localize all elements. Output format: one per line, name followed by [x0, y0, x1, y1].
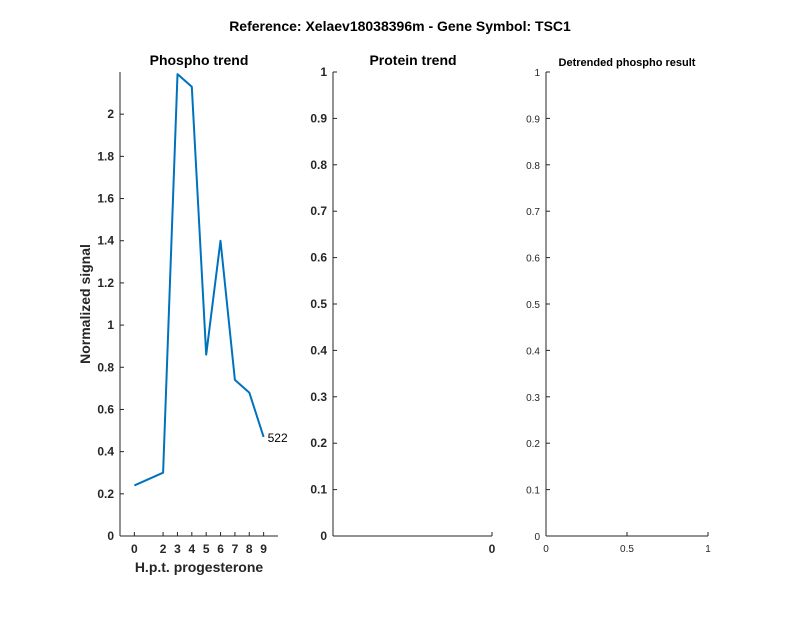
protein-y-ticks: 0 0.1 0.2 0.3 0.4 0.5 0.6 0.7 0.8 0.9 1: [310, 65, 337, 543]
x-tick-label: 4: [188, 542, 195, 556]
y-tick-label: 0.2: [97, 487, 114, 501]
phospho-series-points: [134, 74, 264, 486]
phospho-y-ticks: 0 0.2 0.4 0.6 0.8 1 1.2 1.4 1.6 1.8 2: [97, 107, 124, 543]
y-tick-label: 0.9: [526, 114, 540, 125]
y-tick-label: 0.4: [310, 343, 327, 357]
y-tick-label: 0: [107, 529, 114, 543]
x-tick-label: 0.5: [620, 544, 634, 555]
y-tick-label: 0.8: [97, 360, 114, 374]
phospho-trend-title: Phospho trend: [150, 52, 249, 68]
y-tick-label: 1: [320, 65, 327, 79]
y-tick-label: 0.9: [310, 111, 327, 125]
phospho-trend-panel: Phospho trend 0 0.2 0.4 0.6 0.8 1 1.2 1.4 1.6 1.8…: [77, 52, 288, 575]
x-tick-label: 6: [217, 542, 224, 556]
y-tick-label: 0: [320, 529, 327, 543]
phospho-end-label: 522: [268, 431, 288, 445]
y-tick-label: 0.6: [310, 251, 327, 265]
y-tick-label: 0.5: [526, 300, 540, 311]
y-tick-label: 2: [107, 107, 114, 121]
y-tick-label: 0.2: [310, 436, 327, 450]
figure-suptitle: Reference: Xelaev18038396m - Gene Symbol…: [229, 18, 571, 34]
x-tick-label: 0: [131, 542, 138, 556]
x-tick-label: 9: [260, 542, 267, 556]
x-tick-label: 0: [543, 544, 549, 555]
y-tick-label: 0.5: [310, 297, 327, 311]
y-tick-label: 0.8: [310, 158, 327, 172]
y-tick-label: 0.1: [526, 486, 540, 497]
y-tick-label: 0.1: [310, 483, 327, 497]
x-tick-label: 3: [174, 542, 181, 556]
y-tick-label: 0.3: [310, 390, 327, 404]
y-tick-label: 0.8: [526, 161, 540, 172]
x-tick-label: 8: [246, 542, 253, 556]
y-tick-label: 0.2: [526, 439, 540, 450]
x-tick-label: 5: [203, 542, 210, 556]
detrended-panel: Detrended phospho result 0 0.1 0.2 0.3 0.4 0.…: [526, 57, 711, 555]
protein-trend-panel: Protein trend 00.10.20.30.40.50.60.70.80…: [310, 52, 495, 556]
y-tick-label: 0.6: [97, 402, 114, 416]
y-tick-label: 0: [534, 532, 540, 543]
y-tick-label: 1: [534, 68, 540, 79]
y-tick-label: 0.3: [526, 393, 540, 404]
x-tick-label: 0: [489, 542, 496, 556]
phospho-x-axis-label: H.p.t. progesterone: [135, 559, 264, 575]
y-tick-label: 1.4: [97, 234, 114, 248]
y-tick-label: 0.7: [526, 207, 540, 218]
y-tick-label: 1.8: [97, 149, 114, 163]
protein-trend-title: Protein trend: [369, 52, 456, 68]
y-tick-label: 0.7: [310, 204, 327, 218]
protein-x-ticks: 0: [489, 532, 496, 556]
x-tick-label: 7: [232, 542, 239, 556]
detrended-title: Detrended phospho result: [559, 57, 696, 69]
detrended-x-ticks: 0 0.5 1: [543, 532, 711, 555]
y-tick-label: 0.6: [526, 254, 540, 265]
x-tick-label: 2: [160, 542, 167, 556]
x-tick-label: 1: [705, 544, 711, 555]
y-tick-label: 0.4: [526, 346, 540, 357]
phospho-series-line: [133, 73, 265, 487]
phospho-y-axis-label: Normalized signal: [77, 244, 93, 364]
y-tick-label: 1: [107, 318, 114, 332]
detrended-y-ticks: 0 0.1 0.2 0.3 0.4 0.5 0.6 0.7 0.8 0.9 1: [526, 68, 550, 543]
y-tick-label: 0.4: [97, 445, 114, 459]
y-tick-label: 1.6: [97, 192, 114, 206]
y-tick-label: 1.2: [97, 276, 114, 290]
